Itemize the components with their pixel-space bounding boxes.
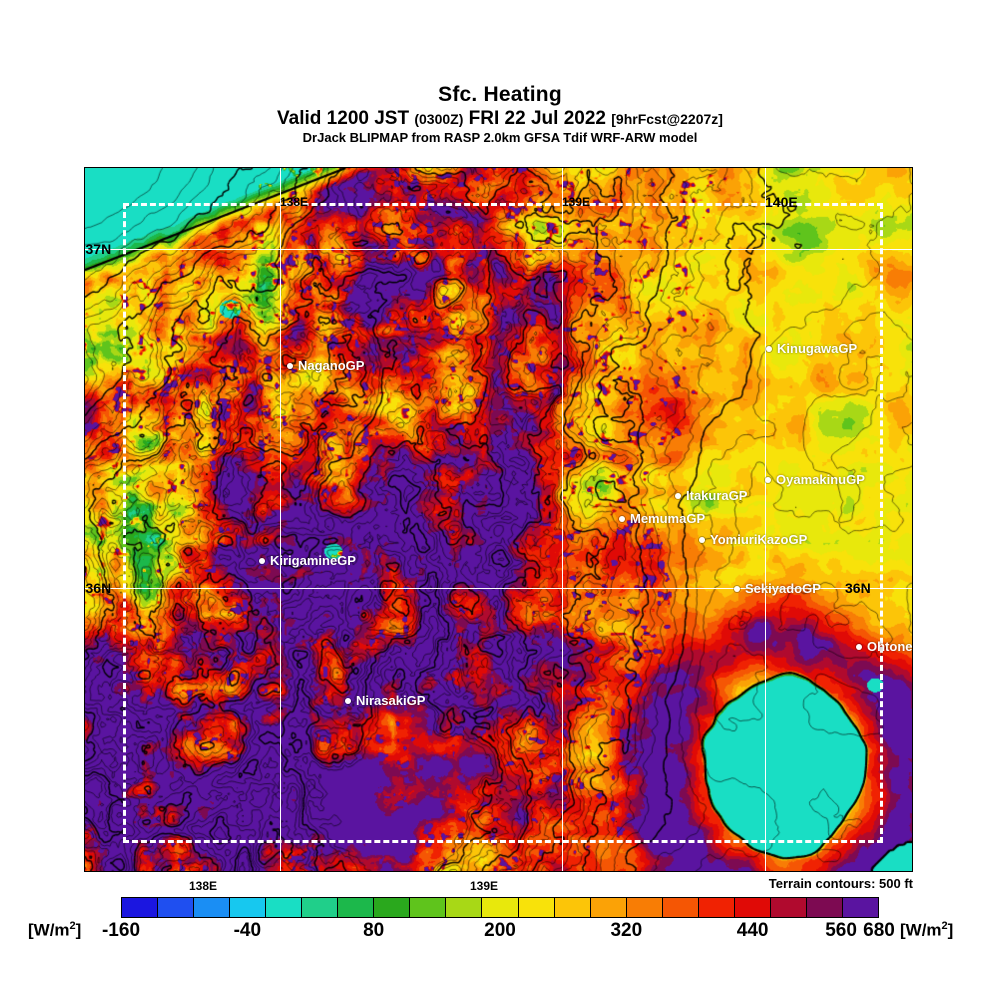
colorbar-swatch <box>302 898 339 917</box>
colorbar-swatch <box>338 898 375 917</box>
colorbar-swatch <box>806 898 843 917</box>
valid-time-local: Valid 1200 JST <box>277 108 415 129</box>
colorbar-swatch <box>374 898 411 917</box>
colorbar-swatch <box>626 898 663 917</box>
colorbar-swatch <box>266 898 303 917</box>
valid-time-utc: (0300Z) <box>414 111 464 127</box>
colorbar-gradient <box>121 897 879 918</box>
colorbar-tick-label: 320 <box>610 920 643 941</box>
colorbar-swatch <box>590 898 627 917</box>
colorbar-tick-label: -160 <box>101 920 141 941</box>
colorbar-swatch <box>122 898 159 917</box>
colorbar-ticks: -160 -40 80 200 320 440 560 680 <box>102 920 895 948</box>
colorbar: [W/m2] -160 -40 80 200 320 440 560 680 [W/m2] <box>0 896 1000 956</box>
bottom-coordinate-label: 139E <box>470 879 499 893</box>
colorbar-swatch <box>446 898 483 917</box>
colorbar-swatch <box>518 898 555 917</box>
colorbar-swatch <box>158 898 195 917</box>
colorbar-unit-right: [W/m2] <box>900 920 954 940</box>
valid-date: FRI 22 Jul 2022 <box>463 108 612 129</box>
colorbar-swatch <box>770 898 807 917</box>
colorbar-unit-left: [W/m2] <box>28 920 82 940</box>
colorbar-swatch <box>410 898 447 917</box>
colorbar-swatch <box>230 898 267 917</box>
valid-time-line: Valid 1200 JST (0300Z) FRI 22 Jul 2022 [… <box>0 109 1000 128</box>
title-block: Sfc. Heating Valid 1200 JST (0300Z) FRI … <box>0 84 1000 144</box>
model-source-line: DrJack BLIPMAP from RASP 2.0km GFSA Tdif… <box>302 130 698 145</box>
forecast-hour-badge: [9hrFcst@2207z] <box>611 111 723 127</box>
colorbar-swatch <box>734 898 771 917</box>
bottom-coordinate-label: 138E <box>189 879 218 893</box>
colorbar-swatch <box>482 898 519 917</box>
colorbar-tick-label: 680 <box>863 920 895 941</box>
page-title: Sfc. Heating <box>438 83 562 106</box>
terrain-contour-note: Terrain contours: 500 ft <box>768 876 913 891</box>
colorbar-tick-label: -40 <box>233 920 262 941</box>
heatmap-canvas <box>85 168 912 871</box>
colorbar-swatch <box>698 898 735 917</box>
colorbar-tick-label: 80 <box>363 920 385 941</box>
colorbar-swatch <box>842 898 878 917</box>
colorbar-tick-label: 200 <box>484 920 516 941</box>
colorbar-tick-label: 440 <box>736 920 769 941</box>
colorbar-swatch <box>662 898 699 917</box>
colorbar-swatch <box>194 898 231 917</box>
colorbar-tick-label: 560 <box>825 920 857 941</box>
colorbar-swatch <box>554 898 591 917</box>
weather-map[interactable]: 37N 36N 36N 138E 139E 140E NaganoGP KinugawaGP O… <box>84 167 913 872</box>
